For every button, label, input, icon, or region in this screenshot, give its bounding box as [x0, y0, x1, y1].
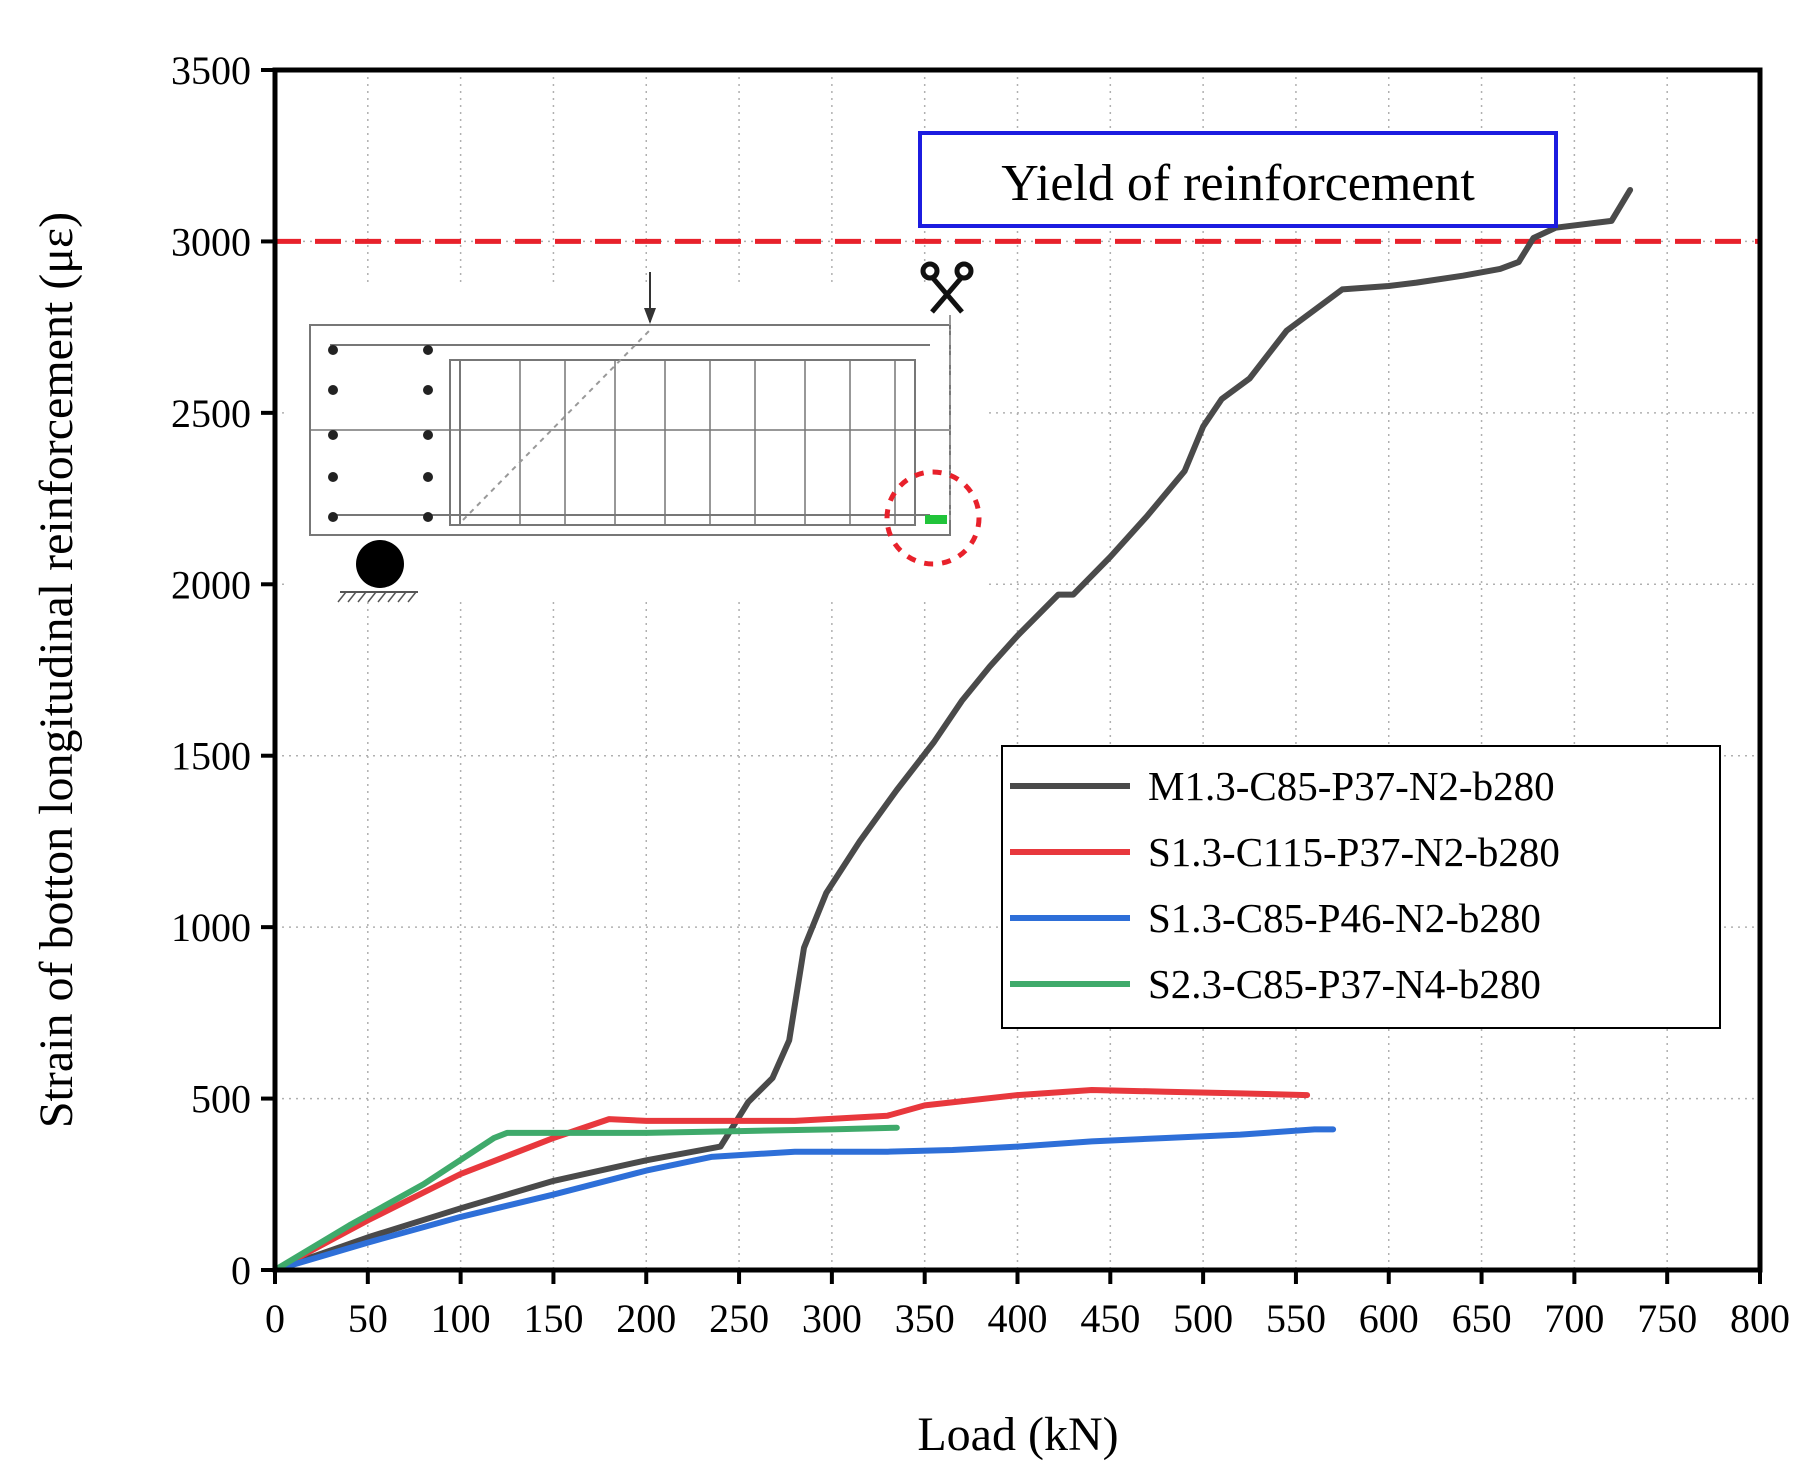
x-tick-label: 800	[1730, 1296, 1790, 1341]
x-tick-label: 400	[988, 1296, 1048, 1341]
plot-frame	[272, 67, 1763, 1273]
y-axis-title: Strain of botton longitudinal reinforcem…	[30, 212, 83, 1128]
axis-ticks	[261, 68, 1762, 1284]
x-tick-label: 250	[709, 1296, 769, 1341]
y-tick-label: 1500	[171, 734, 251, 779]
x-tick-label: 500	[1173, 1296, 1233, 1341]
series-line	[272, 1087, 1311, 1273]
y-tick-label: 0	[231, 1248, 251, 1293]
beam-schematic-inset	[285, 261, 985, 603]
x-tick-label: 100	[431, 1296, 491, 1341]
y-tick-label: 3000	[171, 219, 251, 264]
x-tick-label: 200	[616, 1296, 676, 1341]
legend-label: S1.3-C115-P37-N2-b280	[1148, 829, 1560, 875]
scissors-icon	[920, 261, 974, 314]
series-line	[272, 187, 1634, 1273]
x-tick-label: 700	[1544, 1296, 1604, 1341]
y-tick-label: 3500	[171, 48, 251, 93]
x-tick-label: 50	[348, 1296, 388, 1341]
series-lines	[272, 187, 1634, 1273]
legend: M1.3-C85-P37-N2-b280 S1.3-C115-P37-N2-b28…	[1001, 745, 1721, 1029]
x-tick-label: 650	[1452, 1296, 1512, 1341]
y-tick-label: 500	[191, 1077, 251, 1122]
legend-label: M1.3-C85-P37-N2-b280	[1148, 763, 1555, 809]
x-axis-title: Load (kN)	[917, 1408, 1118, 1461]
x-tick-label: 150	[523, 1296, 583, 1341]
legend-label: S2.3-C85-P37-N4-b280	[1148, 961, 1541, 1007]
x-tick-label: 0	[265, 1296, 285, 1341]
x-tick-label: 550	[1266, 1296, 1326, 1341]
grid-lines	[275, 70, 1760, 1270]
y-tick-labels: 0 500 1000 1500 2000 2500 3000 3500	[171, 48, 251, 1293]
support-roller	[356, 540, 404, 588]
y-tick-label: 1000	[171, 905, 251, 950]
yield-annotation: Yield of reinforcement	[918, 131, 1558, 228]
gauge-location-circle	[884, 469, 982, 567]
x-tick-label: 350	[895, 1296, 955, 1341]
x-tick-label: 750	[1637, 1296, 1697, 1341]
x-tick-label: 450	[1080, 1296, 1140, 1341]
series-line	[272, 1126, 1337, 1273]
x-tick-label: 300	[802, 1296, 862, 1341]
y-tick-label: 2500	[171, 391, 251, 436]
x-tick-label: 600	[1359, 1296, 1419, 1341]
y-tick-label: 2000	[171, 562, 251, 607]
yield-annotation-label: Yield of reinforcement	[1001, 155, 1475, 212]
strain-gauge-marker	[925, 515, 947, 524]
series-line	[272, 1124, 900, 1273]
legend-label: S1.3-C85-P46-N2-b280	[1148, 895, 1541, 941]
x-tick-labels: 0 50 100 150 200 250 300 350 400 450 500 550 600 650 7…	[265, 1296, 1790, 1341]
